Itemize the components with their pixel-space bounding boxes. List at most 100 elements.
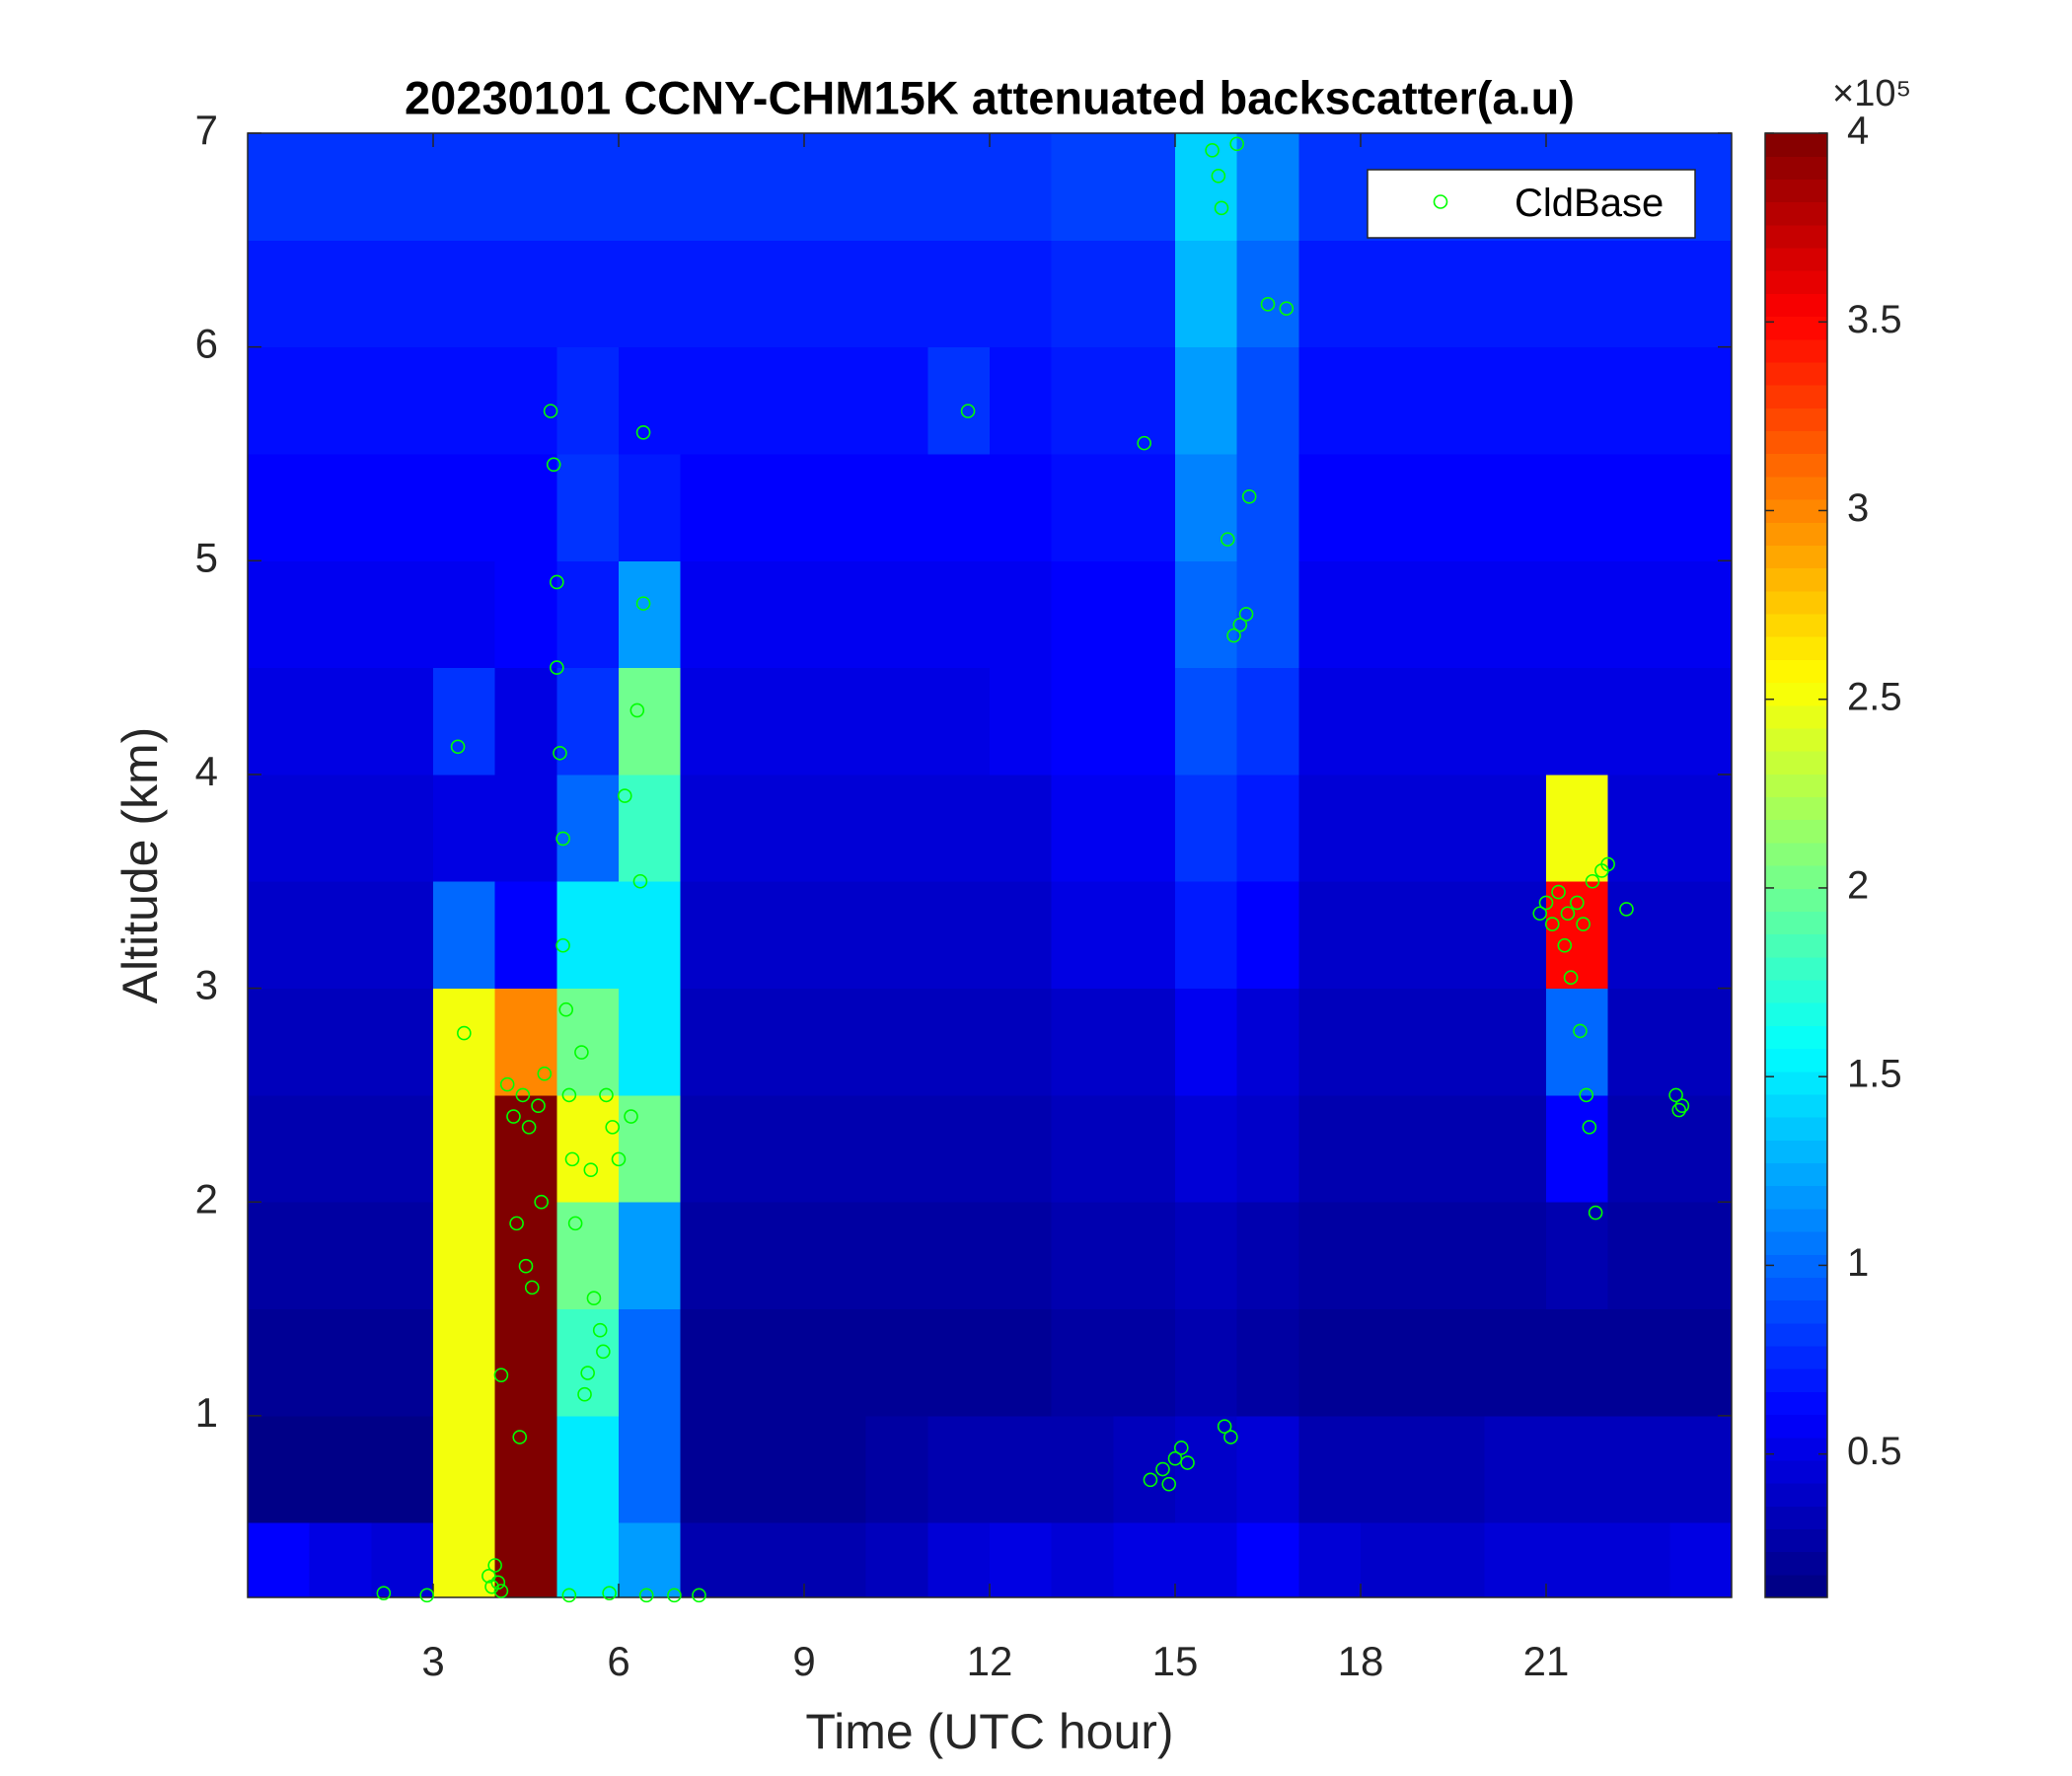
heatmap-cell xyxy=(556,667,620,776)
colorbar-swatch xyxy=(1765,453,1827,478)
heatmap-cell xyxy=(1051,453,1114,561)
heatmap-cell xyxy=(742,133,805,241)
axes: 3 6 9 12 15 18 211234567CldBase0.511.522.533.5… xyxy=(195,107,1902,1684)
heatmap-cell xyxy=(371,453,434,561)
heatmap-cell xyxy=(1422,453,1485,561)
heatmap-cell xyxy=(865,133,928,241)
colorbar-swatch xyxy=(1765,179,1827,203)
heatmap-cell xyxy=(1113,346,1176,455)
heatmap-cell xyxy=(309,774,372,882)
colorbar-swatch xyxy=(1765,1117,1827,1141)
heatmap xyxy=(248,133,1733,1598)
heatmap-cell xyxy=(1546,240,1609,348)
legend-label: CldBase xyxy=(1515,182,1664,225)
heatmap-cell xyxy=(1175,881,1238,990)
heatmap-cell xyxy=(742,1202,805,1310)
heatmap-cell xyxy=(1422,667,1485,776)
colorbar-swatch xyxy=(1765,1093,1827,1118)
heatmap-cell xyxy=(865,240,928,348)
heatmap-cell xyxy=(556,346,620,455)
heatmap-cell xyxy=(865,1308,928,1417)
cloud-base-point xyxy=(1573,1023,1588,1039)
heatmap-cell xyxy=(556,1415,620,1523)
colorbar-swatch xyxy=(1765,1231,1827,1255)
heatmap-cell xyxy=(742,453,805,561)
heatmap-cell xyxy=(742,1094,805,1203)
heatmap-cell xyxy=(865,988,928,1096)
colorbar-swatch xyxy=(1765,613,1827,637)
colorbar-tick-label: 4 xyxy=(1847,110,1869,153)
cloud-base-point xyxy=(574,1045,589,1060)
heatmap-cell xyxy=(1298,133,1362,241)
heatmap-cell xyxy=(1669,988,1733,1096)
heatmap-cell xyxy=(248,453,311,561)
cloud-base-point xyxy=(561,1588,577,1603)
heatmap-cell xyxy=(1298,453,1362,561)
heatmap-cell xyxy=(1422,1415,1485,1523)
heatmap-cell xyxy=(927,774,991,882)
heatmap-cell xyxy=(619,1415,682,1523)
colorbar-swatch xyxy=(1765,201,1827,226)
colorbar-swatch xyxy=(1765,956,1827,981)
heatmap-cell xyxy=(1236,560,1299,669)
heatmap-cell xyxy=(680,240,743,348)
cloud-base-point xyxy=(1619,902,1634,917)
x-axis-label: Time (UTC hour) xyxy=(805,1704,1173,1759)
heatmap-cell xyxy=(1607,560,1670,669)
cloud-base-point xyxy=(450,739,466,755)
cloud-base-point xyxy=(638,1588,654,1603)
heatmap-cell xyxy=(494,453,557,561)
heatmap-cell xyxy=(1051,560,1114,669)
heatmap-cell xyxy=(1484,346,1547,455)
cloud-base-point xyxy=(624,1109,638,1124)
heatmap-cell xyxy=(1113,560,1176,669)
heatmap-cell xyxy=(1236,1094,1299,1203)
colorbar-swatch xyxy=(1765,1506,1827,1530)
heatmap-cell xyxy=(1236,346,1299,455)
colorbar-swatch xyxy=(1765,842,1827,866)
colorbar-swatch xyxy=(1765,1071,1827,1095)
heatmap-cell xyxy=(990,1202,1053,1310)
cloud-base-point xyxy=(555,937,570,953)
heatmap-cell xyxy=(1669,1522,1733,1598)
heatmap-cell xyxy=(1113,774,1176,882)
heatmap-cell xyxy=(556,1094,620,1203)
cloud-base-point xyxy=(509,1216,524,1231)
heatmap-cell xyxy=(804,1415,867,1523)
heatmap-cell xyxy=(1484,881,1547,990)
heatmap-cell xyxy=(990,346,1053,455)
cloud-base-point xyxy=(605,1120,621,1135)
cloud-base-point xyxy=(617,788,632,803)
heatmap-cell xyxy=(804,453,867,561)
heatmap-cell xyxy=(804,1308,867,1417)
heatmap-cell xyxy=(494,133,557,241)
heatmap-cell xyxy=(1607,1415,1670,1523)
heatmap-cell xyxy=(1546,346,1609,455)
heatmap-cell xyxy=(865,1522,928,1598)
chart-title: 20230101 CCNY-CHM15K attenuated backscat… xyxy=(405,71,1575,123)
colorbar-swatch xyxy=(1765,270,1827,294)
heatmap-cell xyxy=(1051,346,1114,455)
heatmap-cell xyxy=(433,560,496,669)
heatmap-cell xyxy=(990,453,1053,561)
colorbar-swatch xyxy=(1765,1140,1827,1164)
heatmap-cell xyxy=(1607,667,1670,776)
heatmap-cell xyxy=(680,1308,743,1417)
heatmap-cell xyxy=(1236,1308,1299,1417)
heatmap-cell xyxy=(1113,133,1176,241)
heatmap-cell xyxy=(1607,346,1670,455)
heatmap-cell xyxy=(927,346,991,455)
heatmap-cell xyxy=(1546,1308,1609,1417)
heatmap-cell xyxy=(1669,881,1733,990)
heatmap-cell xyxy=(1422,881,1485,990)
heatmap-cell xyxy=(1113,667,1176,776)
heatmap-cell xyxy=(309,240,372,348)
heatmap-cell xyxy=(619,1202,682,1310)
heatmap-cell xyxy=(1422,774,1485,882)
heatmap-cell xyxy=(248,1308,311,1417)
colorbar-swatch xyxy=(1765,819,1827,844)
heatmap-cell xyxy=(927,667,991,776)
heatmap-cell xyxy=(990,774,1053,882)
colorbar-swatch xyxy=(1765,476,1827,500)
heatmap-cell xyxy=(1484,1522,1547,1598)
